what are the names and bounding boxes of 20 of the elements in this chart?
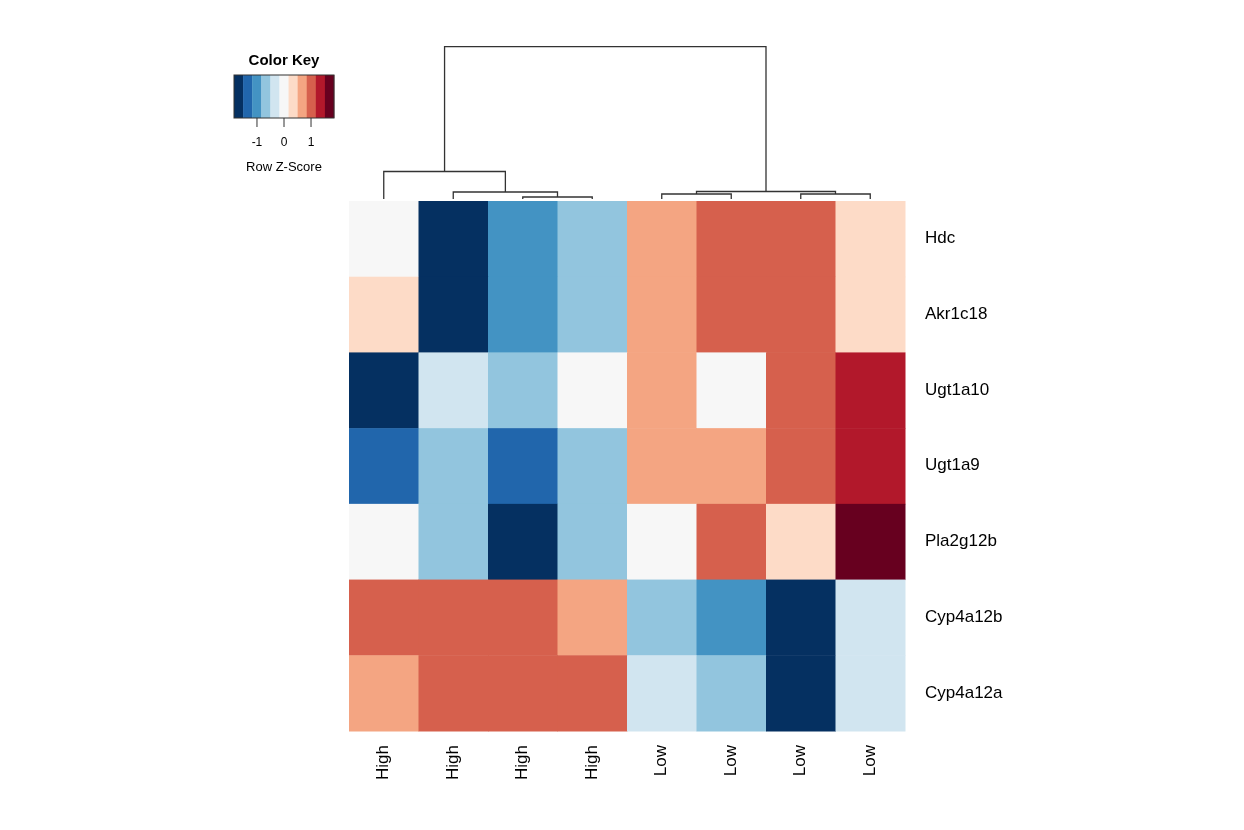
y-tick-label: Pla2g12b (925, 531, 997, 551)
x-tick-label: Low (859, 744, 879, 777)
color-bar-title: Row Z-Score (246, 159, 322, 174)
x-tick-label: Low (790, 744, 810, 777)
x-tick-label: Low (720, 744, 740, 777)
x-tick-label: High (442, 745, 462, 780)
y-tick-label: Ugt1a10 (925, 379, 990, 399)
chart-title: Color Key (248, 51, 321, 68)
x-tick-label: High (373, 745, 393, 780)
color-bar-label: -1 (251, 135, 263, 149)
x-tick-label: High (581, 745, 601, 780)
x-tick-label: Low (651, 744, 671, 777)
y-tick-label: Ugt1a9 (925, 455, 980, 475)
y-tick-label: Hdc (925, 228, 956, 248)
color-bar-label: 0 (280, 135, 288, 149)
color-bar-label: 1 (307, 135, 315, 149)
y-tick-label: Cyp4a12b (925, 606, 1003, 626)
x-tick-label: High (512, 745, 532, 780)
y-tick-label: Akr1c18 (925, 304, 988, 324)
y-tick-label: Cyp4a12a (925, 682, 1004, 702)
